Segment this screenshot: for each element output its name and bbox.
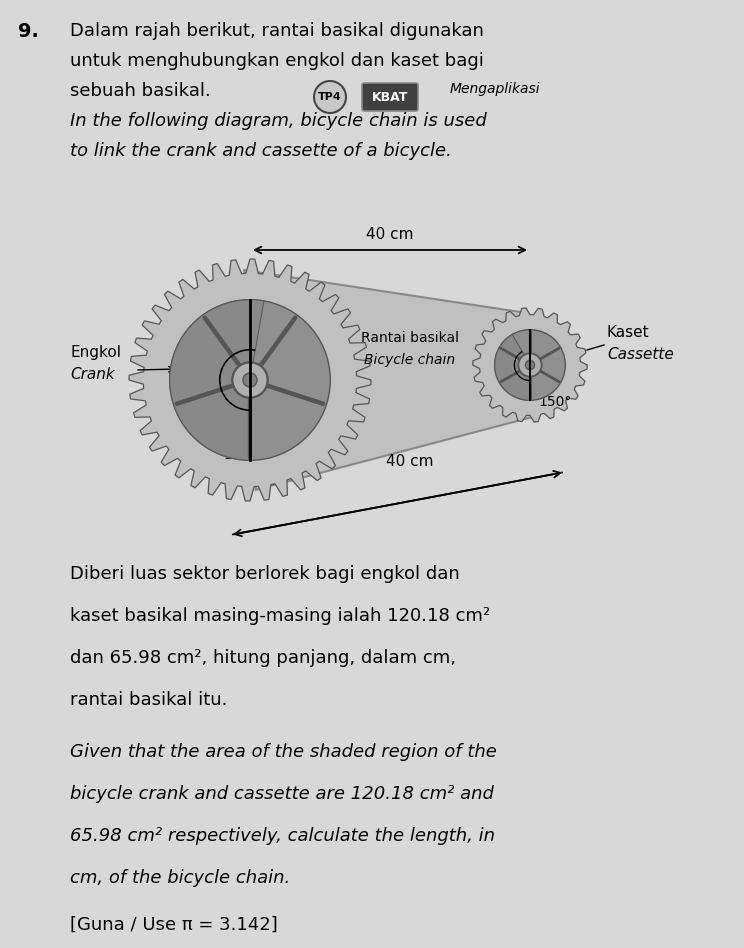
Circle shape: [519, 354, 542, 376]
Wedge shape: [170, 300, 264, 461]
Text: to link the crank and cassette of a bicycle.: to link the crank and cassette of a bicy…: [70, 142, 452, 160]
Circle shape: [495, 330, 565, 400]
Text: Given that the area of the shaded region of the: Given that the area of the shaded region…: [70, 743, 497, 761]
Circle shape: [232, 362, 268, 397]
Text: 150°: 150°: [538, 395, 571, 409]
Text: Rantai basikal: Rantai basikal: [361, 331, 459, 345]
Text: KBAT: KBAT: [372, 90, 408, 103]
Text: 65.98 cm² respectively, calculate the length, in: 65.98 cm² respectively, calculate the le…: [70, 827, 495, 845]
Circle shape: [243, 373, 257, 387]
Text: 9.: 9.: [18, 22, 39, 41]
Text: bicycle crank and cassette are 120.18 cm² and: bicycle crank and cassette are 120.18 cm…: [70, 785, 494, 803]
Text: 40 cm: 40 cm: [386, 454, 434, 469]
FancyBboxPatch shape: [362, 83, 418, 111]
Circle shape: [525, 360, 535, 370]
Text: In the following diagram, bicycle chain is used: In the following diagram, bicycle chain …: [70, 112, 487, 130]
Text: kaset basikal masing-masing ialah 120.18 cm²: kaset basikal masing-masing ialah 120.18…: [70, 607, 490, 625]
Circle shape: [170, 300, 330, 461]
Text: Bicycle chain: Bicycle chain: [365, 353, 455, 367]
Text: untuk menghubungkan engkol dan kaset bagi: untuk menghubungkan engkol dan kaset bag…: [70, 52, 484, 70]
Polygon shape: [244, 270, 533, 490]
Text: dan 65.98 cm², hitung panjang, dalam cm,: dan 65.98 cm², hitung panjang, dalam cm,: [70, 649, 456, 667]
Text: [Guna / Use π = 3.142]: [Guna / Use π = 3.142]: [70, 916, 278, 934]
Text: Kaset: Kaset: [607, 325, 650, 340]
Circle shape: [519, 354, 542, 376]
Polygon shape: [129, 259, 371, 501]
Text: TP4: TP4: [318, 92, 342, 102]
Circle shape: [525, 360, 535, 370]
Text: sebuah basikal.: sebuah basikal.: [70, 82, 211, 100]
Polygon shape: [472, 308, 587, 422]
Circle shape: [232, 362, 268, 397]
Text: Diberi luas sektor berlorek bagi engkol dan: Diberi luas sektor berlorek bagi engkol …: [70, 565, 460, 583]
Circle shape: [243, 373, 257, 387]
Text: E: E: [200, 429, 201, 430]
Wedge shape: [495, 335, 530, 400]
Text: cm, of the bicycle chain.: cm, of the bicycle chain.: [70, 869, 290, 887]
Text: Mengaplikasi: Mengaplikasi: [450, 82, 541, 96]
Text: 40 cm: 40 cm: [366, 227, 414, 242]
Text: Crank: Crank: [70, 367, 115, 382]
Text: Engkol: Engkol: [70, 345, 121, 360]
Text: 190°: 190°: [223, 448, 257, 462]
Text: rantai basikal itu.: rantai basikal itu.: [70, 691, 228, 709]
Text: Cassette: Cassette: [607, 347, 674, 362]
Text: Dalam rajah berikut, rantai basikal digunakan: Dalam rajah berikut, rantai basikal digu…: [70, 22, 484, 40]
Circle shape: [314, 81, 346, 113]
